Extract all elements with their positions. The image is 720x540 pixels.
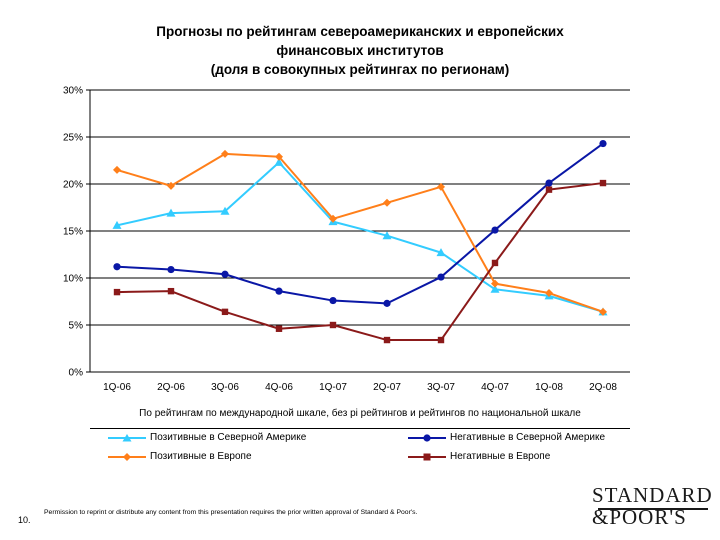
x-tick-label: 1Q-07 [319,382,347,393]
x-axis-ticks: 1Q-06 2Q-06 3Q-06 4Q-06 1Q-07 2Q-07 3Q-07 4Q-07… [103,382,617,393]
data-point [383,299,391,307]
legend-label: Негативные в Европе [450,451,551,462]
y-tick-label: 15% [63,227,83,238]
x-tick-label: 4Q-07 [481,382,509,393]
permission-note: Permission to reprint or distribute any … [44,509,418,516]
data-point [437,182,445,191]
legend-item-positive-north-america: Позитивные в Северной Америке [108,432,306,443]
chart-title: Прогнозы по рейтингам североамериканских… [90,22,630,79]
data-point [437,273,445,281]
chart-legend: Позитивные в Северной Америке Негативные… [90,428,630,469]
x-tick-label: 3Q-07 [427,382,455,393]
line-chart: 0% 5% 10% 15% 20% 25% 30% 1Q-06 2Q-06 3Q-06 4Q-06… [63,86,630,419]
chart-series [112,139,608,344]
x-tick-label: 1Q-08 [535,382,563,393]
page-number: 10. [18,515,31,525]
data-point [329,214,337,223]
data-point [329,321,337,329]
legend-marker-circle-icon [408,433,446,442]
data-point [599,139,607,148]
x-tick-label: 2Q-06 [157,382,185,393]
data-point [383,336,391,344]
data-point [112,220,122,229]
legend-label: Позитивные в Европе [150,451,252,462]
data-point [599,307,607,316]
logo-line-1: STANDARD [592,483,713,507]
data-point [167,287,175,295]
data-point [274,157,284,166]
x-tick-label: 3Q-06 [211,382,239,393]
data-point [491,226,499,234]
legend-item-negative-europe: Негативные в Европе [408,451,550,462]
data-point [113,288,121,296]
data-point [491,279,499,288]
legend-label: Позитивные в Северной Америке [150,432,307,443]
series-line-2 [116,142,604,305]
data-point [437,336,445,344]
data-point [275,152,283,161]
logo-line-2: &POOR'S [592,505,687,529]
data-point [221,270,229,278]
data-point [166,208,176,217]
data-point [221,308,229,316]
data-point [383,198,391,207]
data-point [275,325,283,332]
y-tick-label: 10% [63,274,83,285]
data-point [599,179,607,187]
x-tick-label: 1Q-06 [103,382,131,393]
series-line-1 [116,161,604,313]
data-point [275,287,283,295]
data-point [436,248,446,257]
data-point [113,263,121,271]
x-tick-label: 4Q-06 [265,382,293,393]
data-point [220,206,230,215]
y-tick-label: 20% [63,180,83,191]
data-point [545,289,553,298]
series-line-4 [116,182,604,342]
data-point [113,165,121,174]
chart-title-line-2: финансовых институтов [276,43,444,58]
x-tick-label: 2Q-07 [373,382,401,393]
legend-marker-diamond-icon [108,452,146,461]
y-tick-label: 5% [69,321,84,332]
data-point [490,284,500,293]
chart-title-line-1: Прогнозы по рейтингам североамериканских… [156,24,564,39]
standard-poors-logo: STANDARD &POOR'S [592,484,712,528]
series-line-3 [116,152,604,313]
data-point [382,231,392,240]
x-tick-label: 2Q-08 [589,382,617,393]
chart-title-line-3: (доля в совокупных рейтингах по регионам… [210,62,510,77]
legend-marker-triangle-icon [108,433,146,441]
data-point [167,265,175,274]
logo-divider [598,508,708,510]
data-point [545,186,553,193]
x-axis-label: По рейтингам по международной шкале, без… [139,407,581,419]
legend-item-negative-north-america: Негативные в Северной Америке [408,432,605,443]
data-point [491,259,499,267]
data-point [221,149,229,158]
y-axis-ticks: 0% 5% 10% 15% 20% 25% 30% [63,86,83,379]
legend-item-positive-europe: Позитивные в Европе [108,451,252,462]
legend-label: Негативные в Северной Америке [450,432,606,443]
legend-marker-square-icon [408,453,446,460]
y-tick-label: 0% [69,368,84,379]
data-point [329,296,337,305]
chart-grid [86,89,630,373]
data-point [167,181,175,190]
y-tick-label: 30% [63,86,83,97]
data-point [545,179,553,187]
y-tick-label: 25% [63,133,83,144]
